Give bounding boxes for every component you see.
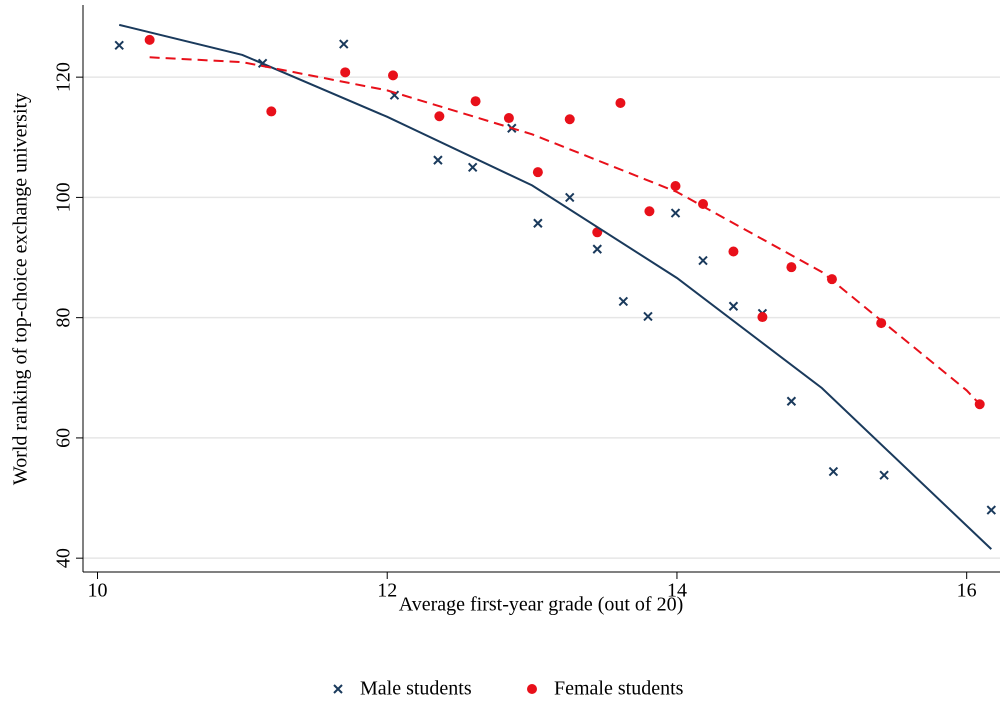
dot-marker (757, 312, 768, 323)
x-marker (728, 301, 739, 311)
dot-marker (615, 98, 626, 109)
x-tick-label: 10 (87, 580, 107, 602)
x-marker (333, 684, 343, 694)
fit-line (149, 56, 981, 405)
x-marker (986, 505, 997, 515)
dot-marker (876, 318, 887, 329)
x-tick-label: 16 (957, 580, 977, 602)
x-axis-label: Average first-year grade (out of 20) (399, 594, 684, 616)
dot-marker (470, 96, 481, 107)
dot-marker (434, 111, 445, 122)
dot-marker (388, 70, 399, 81)
x-marker (467, 162, 478, 173)
x-marker (643, 311, 653, 322)
dot-marker (266, 106, 277, 117)
x-tick-label: 12 (377, 580, 397, 602)
dot-marker (670, 180, 681, 191)
y-tick-label: 80 (53, 308, 75, 328)
dot-marker (527, 684, 537, 694)
x-marker (698, 255, 708, 266)
fit-line (118, 23, 992, 550)
dot-marker (340, 67, 351, 78)
x-marker (828, 466, 839, 477)
dot-marker (644, 206, 655, 217)
y-tick-label: 40 (53, 548, 75, 568)
x-marker (786, 396, 797, 406)
dot-marker (144, 34, 155, 45)
x-marker (670, 208, 681, 218)
dot-marker (564, 114, 575, 125)
x-marker (533, 218, 543, 228)
x-marker (565, 192, 575, 203)
y-axis-label: World ranking of top-choice exchange uni… (10, 93, 32, 485)
y-tick-label: 120 (53, 62, 75, 92)
x-marker (433, 155, 443, 165)
legend-label: Female students (554, 678, 684, 700)
y-tick-label: 60 (53, 428, 75, 448)
dot-marker (728, 246, 739, 257)
x-tick-label: 14 (667, 580, 687, 602)
dot-marker (786, 262, 797, 273)
dot-marker (503, 113, 514, 124)
x-marker (879, 470, 889, 480)
dot-marker (698, 199, 709, 210)
x-marker (618, 296, 629, 307)
x-marker (339, 39, 349, 49)
x-marker (114, 40, 124, 50)
legend-label: Male students (360, 678, 472, 700)
x-marker (592, 244, 602, 254)
y-tick-label: 100 (53, 182, 75, 212)
dot-marker (532, 167, 543, 178)
